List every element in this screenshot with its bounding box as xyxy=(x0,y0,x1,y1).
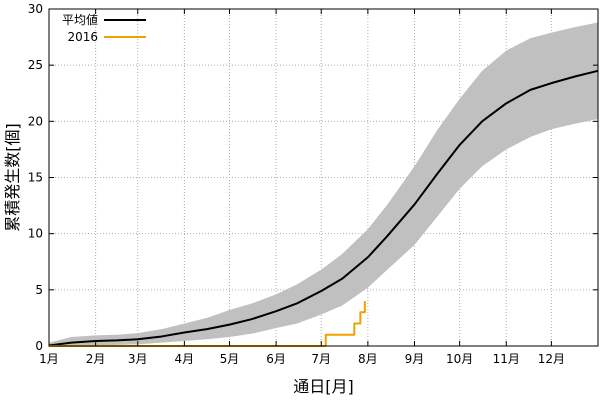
x-tick-label: 2月 xyxy=(86,352,106,366)
x-axis-label: 通日[月] xyxy=(293,377,354,396)
x-tick-label: 12月 xyxy=(538,352,565,366)
tick-layer xyxy=(48,8,598,347)
y-axis-label: 累積発生数[個] xyxy=(3,123,22,232)
label-layer: 0 5 10 15 20 25 30 1月 2月 3月 4月 5月 6月 7月 8月 9月 10月 11月 12月通… xyxy=(3,2,565,396)
legend: 平均値 2016 xyxy=(62,12,146,44)
line-layer xyxy=(48,69,599,347)
x-tick-label: 1月 xyxy=(39,352,59,366)
y-tick-label: 25 xyxy=(28,58,43,72)
x-tick-label: 9月 xyxy=(405,352,425,366)
x-tick-label: 5月 xyxy=(220,352,240,366)
series-range-band xyxy=(49,22,598,346)
x-tick-label: 6月 xyxy=(266,352,286,366)
x-tick-label: 3月 xyxy=(128,352,148,366)
x-tick-label: 7月 xyxy=(311,352,331,366)
series-line-2016 xyxy=(49,301,366,347)
series-line-平均値 xyxy=(48,69,599,347)
band-layer xyxy=(49,22,598,346)
y-tick-label: 5 xyxy=(35,283,43,297)
y-tick-label: 30 xyxy=(28,2,43,16)
y-tick-label: 10 xyxy=(28,227,43,241)
legend-label: 2016 xyxy=(67,30,98,44)
x-tick-label: 8月 xyxy=(358,352,378,366)
y-tick-label: 0 xyxy=(35,339,43,353)
y-tick-label: 20 xyxy=(28,114,43,128)
x-tick-label: 4月 xyxy=(175,352,195,366)
legend-label: 平均値 xyxy=(62,12,98,27)
x-tick-label: 10月 xyxy=(446,352,473,366)
x-tick-label: 11月 xyxy=(493,352,520,366)
y-tick-label: 15 xyxy=(28,171,43,185)
